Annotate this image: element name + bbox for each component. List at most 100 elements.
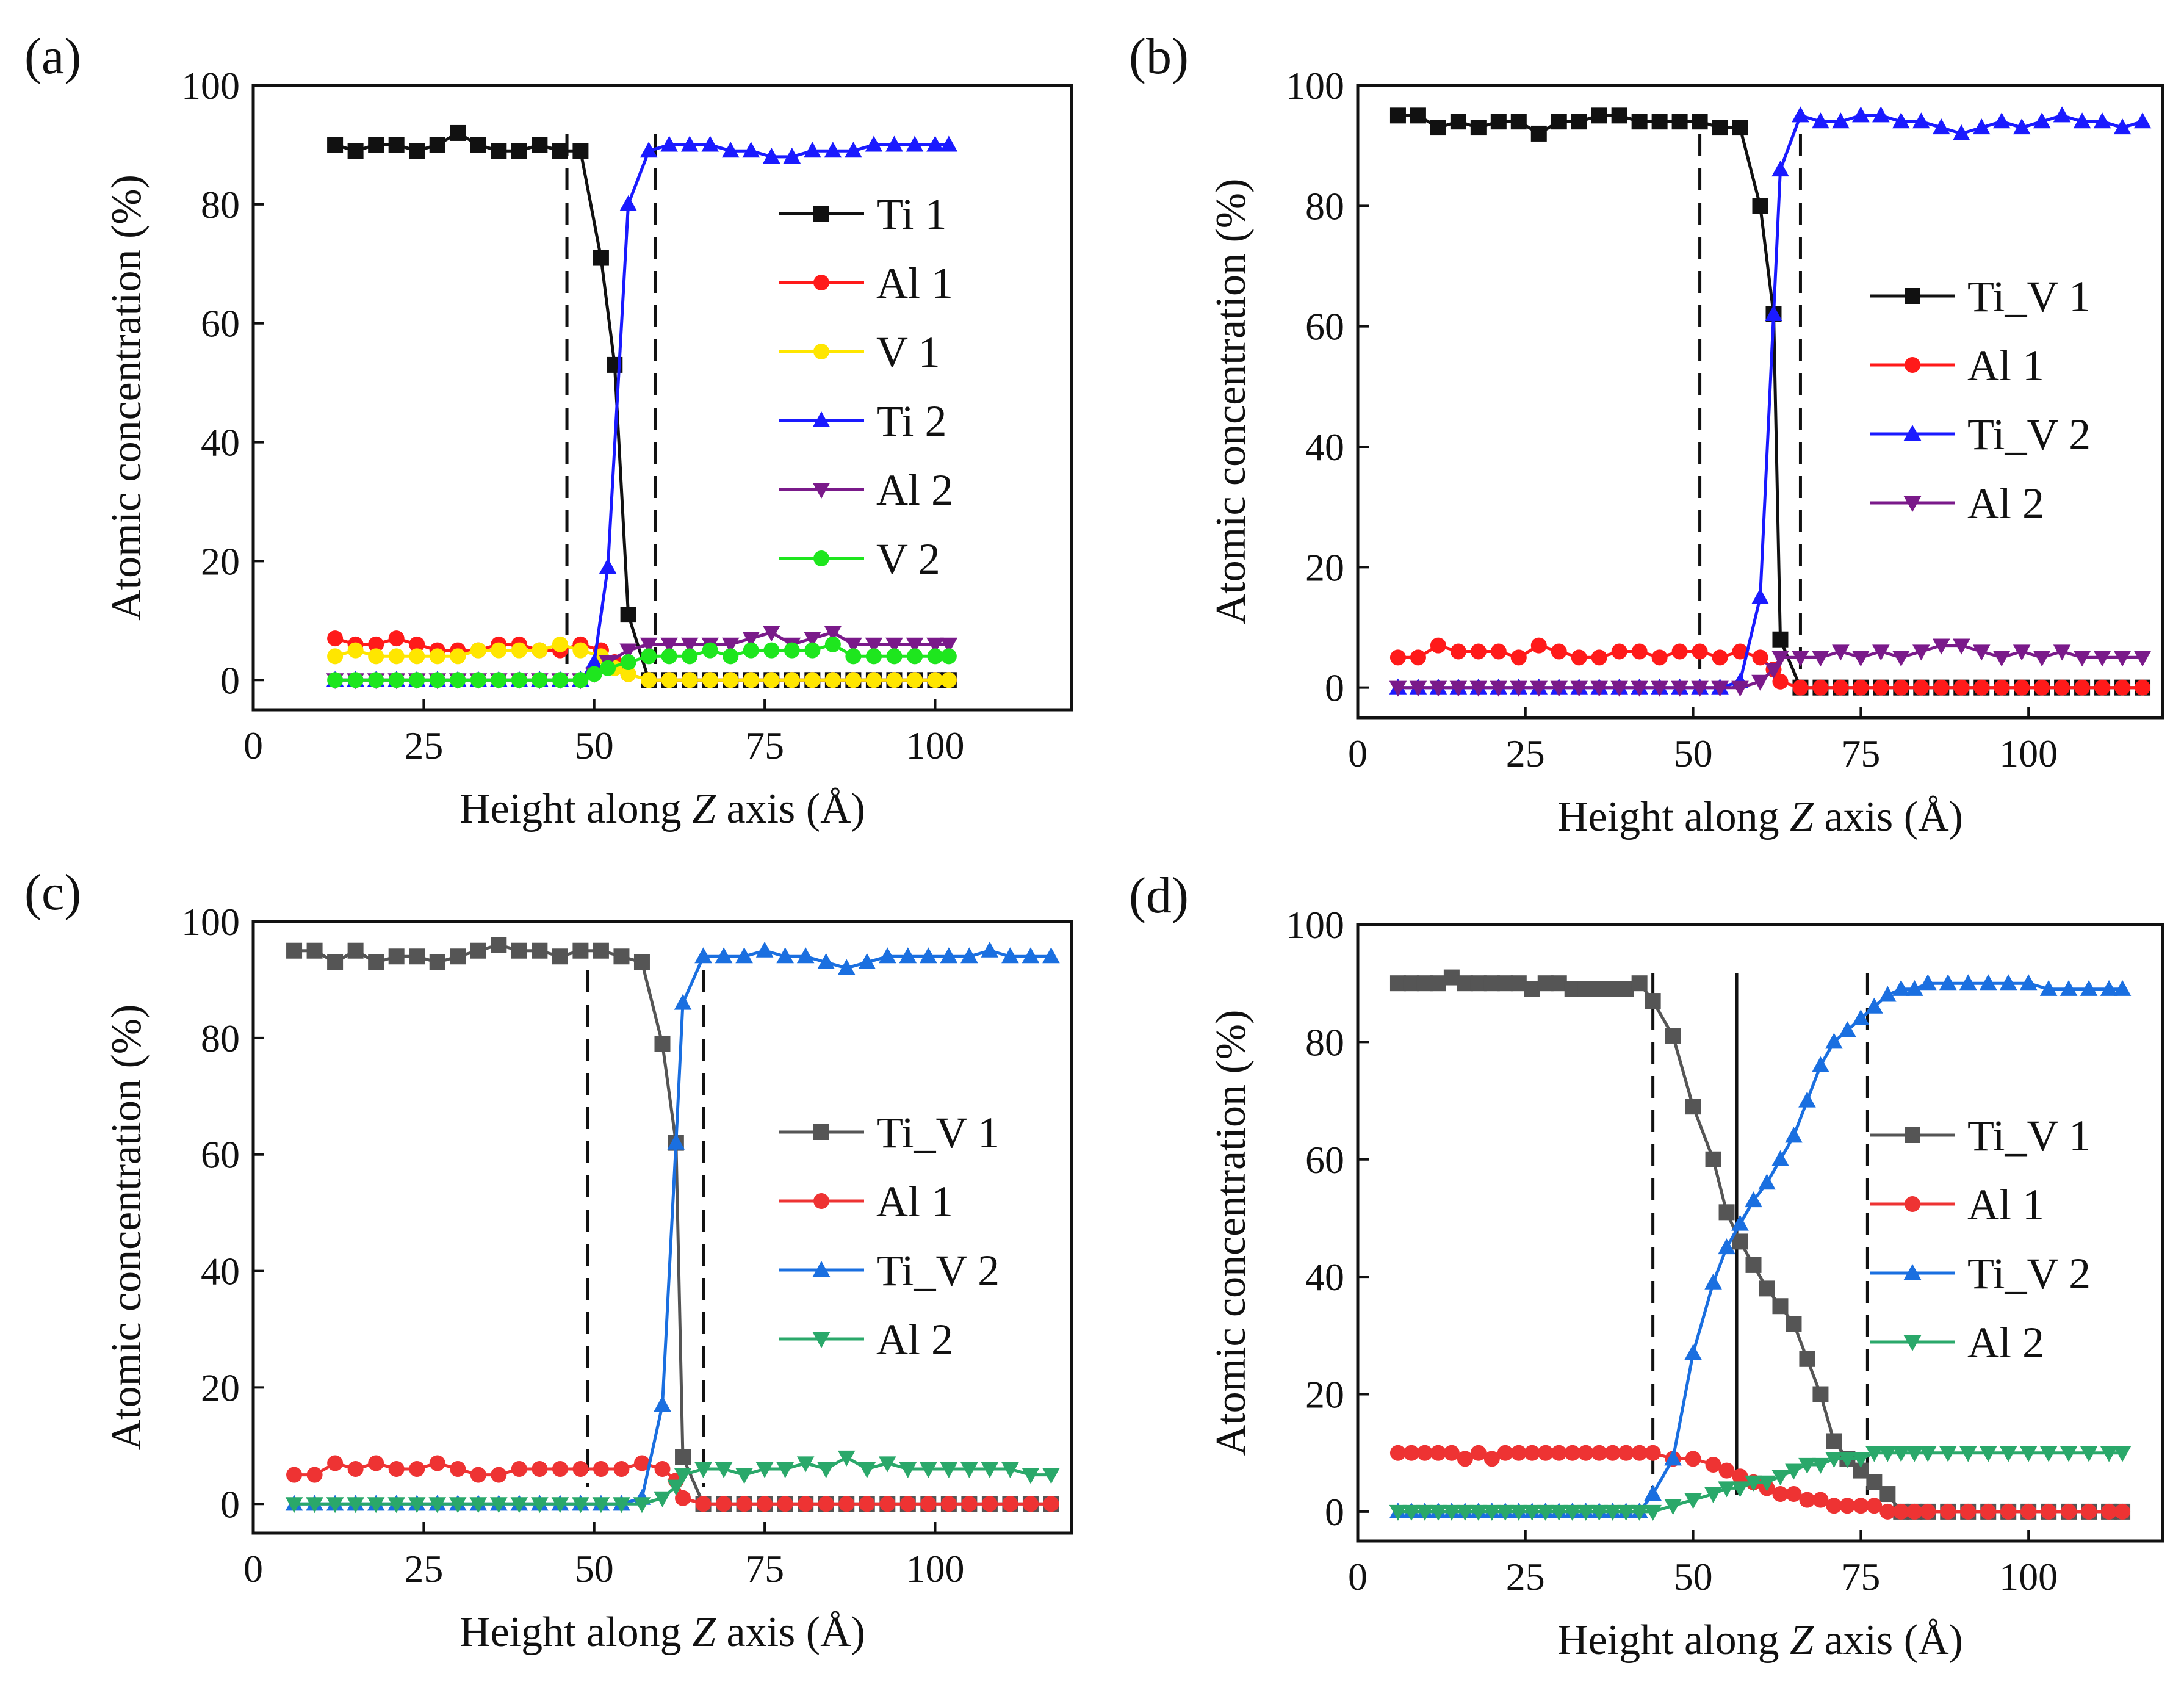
data-point (865, 648, 882, 665)
data-point (592, 1497, 610, 1514)
plot-area (1389, 106, 2152, 697)
data-point (327, 648, 344, 665)
data-point (619, 195, 637, 211)
legend-label: Al 1 (876, 1177, 953, 1226)
data-point (798, 1496, 814, 1512)
plot-frame (1356, 84, 2164, 720)
data-point (735, 947, 753, 964)
y-tick-label: 80 (1305, 1020, 1344, 1064)
data-point (680, 135, 699, 152)
legend-label: Ti_V 1 (876, 1108, 1000, 1157)
y-tick-label: 20 (1305, 546, 1344, 589)
data-point (878, 947, 896, 964)
legend-item: Al 2 (779, 466, 953, 514)
series-ti-v-2 (1389, 106, 2152, 695)
plot-area (285, 937, 1060, 1514)
data-point (450, 1461, 466, 1478)
data-point (1772, 631, 1789, 648)
data-point (1550, 680, 1568, 697)
data-point (1590, 1504, 1608, 1521)
data-point (1732, 1468, 1748, 1485)
data-point (1758, 1174, 1776, 1190)
data-point (1999, 974, 2017, 991)
data-point (532, 642, 548, 659)
legend-item: V 2 (779, 535, 940, 583)
data-point (899, 1496, 916, 1512)
data-point (552, 1461, 568, 1478)
legend-label: V 2 (876, 535, 940, 583)
data-point (1718, 1481, 1735, 1498)
data-point (796, 947, 815, 964)
data-point (1745, 1475, 1762, 1492)
legend-marker (1903, 496, 1922, 512)
data-point (572, 942, 589, 959)
data-point (1691, 680, 1709, 697)
data-point (845, 637, 862, 654)
data-point (1994, 679, 2010, 696)
data-point (920, 1462, 937, 1478)
legend-label: Al 2 (876, 1315, 953, 1364)
data-point (858, 953, 876, 969)
data-point (1799, 1351, 1815, 1367)
data-point (1645, 1445, 1661, 1461)
x-tick-label: 25 (404, 1547, 443, 1590)
data-point (899, 1462, 917, 1478)
legend-item: Al 1 (779, 1177, 953, 1226)
x-tick-label: 75 (1841, 732, 1880, 775)
series-v-2 (327, 636, 957, 688)
data-point (1786, 1486, 1802, 1503)
data-point (531, 1497, 549, 1514)
data-point (511, 143, 527, 159)
data-point (1430, 637, 1446, 654)
legend-marker (813, 550, 829, 566)
data-point (572, 1461, 589, 1478)
data-point (906, 672, 923, 688)
data-point (940, 672, 957, 688)
data-point (532, 137, 548, 153)
data-point (2081, 1503, 2097, 1520)
data-point (368, 636, 384, 652)
data-point (511, 942, 527, 959)
data-point (1771, 1150, 1789, 1166)
plot-frame (251, 920, 1073, 1535)
data-point (1731, 1481, 1749, 1498)
data-point (1912, 112, 1930, 129)
data-point (1409, 680, 1427, 697)
data-point (1832, 112, 1850, 129)
data-point (1470, 120, 1487, 136)
series-al-2 (285, 1450, 1060, 1514)
series-line (1397, 114, 2143, 690)
data-point (2019, 974, 2038, 991)
data-point (1718, 1204, 1735, 1221)
data-point (450, 948, 466, 965)
data-point (1022, 1496, 1039, 1512)
data-point (511, 672, 527, 688)
x-axis-label: Height along Z axis (Å) (1557, 1617, 1963, 1664)
series-line (1397, 1451, 2123, 1514)
y-tick-label: 40 (201, 421, 240, 464)
data-point (885, 637, 903, 654)
data-point (1892, 1446, 1910, 1462)
data-point (776, 1462, 794, 1478)
legend-item: Ti_V 1 (1870, 272, 2091, 321)
data-point (1692, 114, 1708, 130)
data-point (1786, 1316, 1802, 1332)
legend-marker (813, 1124, 829, 1140)
data-point (1551, 114, 1567, 130)
data-point (1712, 649, 1728, 666)
data-point (367, 1497, 385, 1514)
data-point (347, 1461, 364, 1478)
data-point (837, 959, 856, 975)
x-tick-label: 75 (745, 724, 784, 767)
data-point (1892, 112, 1910, 129)
y-axis-label: Atomic concentration (%) (1208, 179, 1255, 625)
data-point (1651, 649, 1668, 666)
data-point (742, 632, 760, 648)
data-point (1772, 1486, 1789, 1503)
legend-item: Al 1 (1870, 1180, 2044, 1229)
data-point (1933, 679, 1950, 696)
data-point (1416, 1445, 1433, 1461)
data-point (1826, 1433, 1842, 1449)
data-point (2000, 1503, 2017, 1520)
data-point (1751, 588, 1769, 604)
